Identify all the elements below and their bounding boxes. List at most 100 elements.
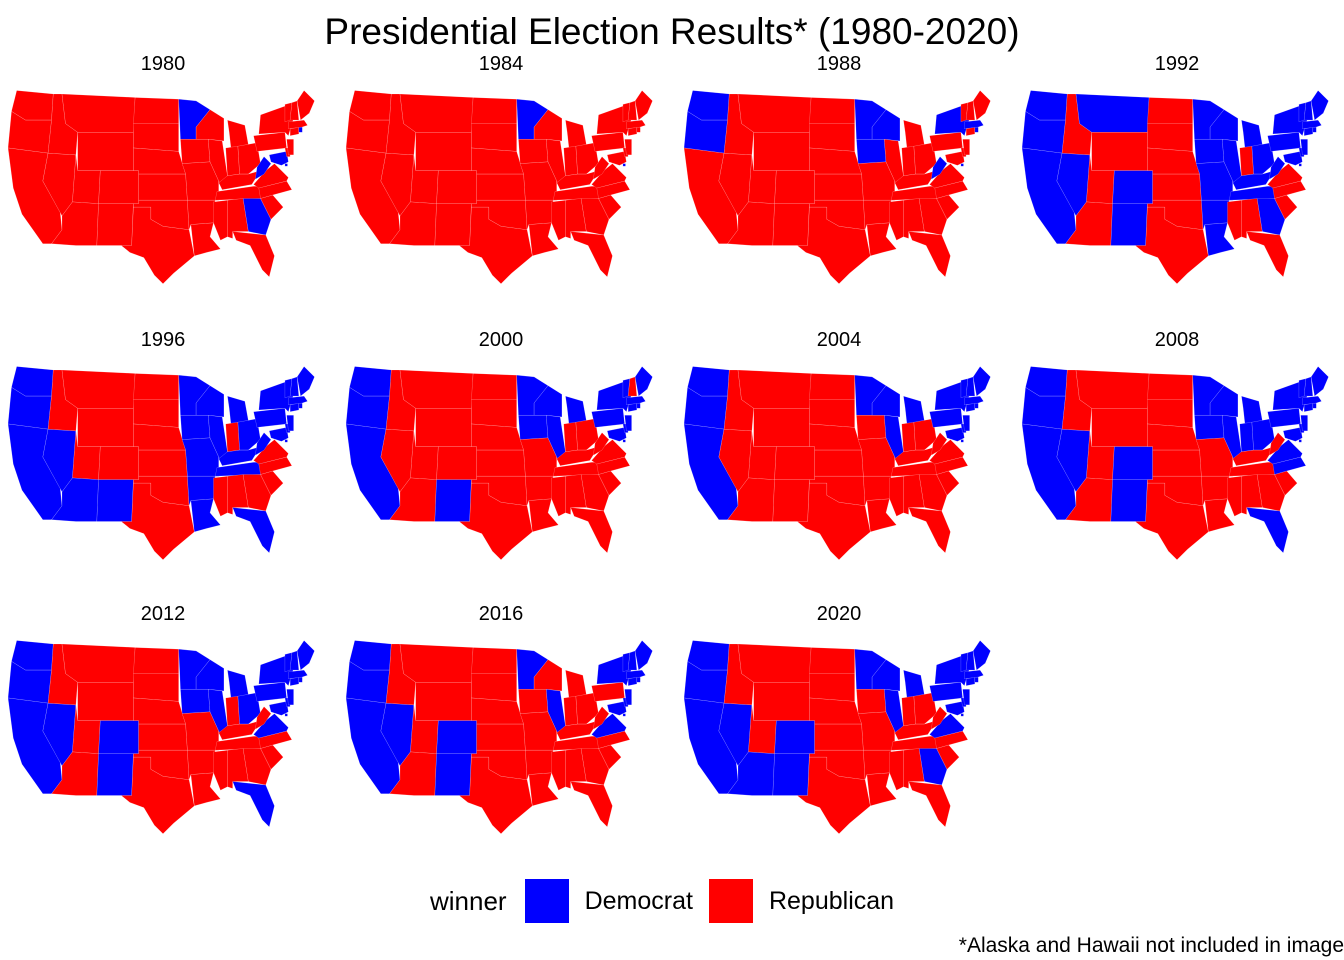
state-me <box>296 640 315 671</box>
state-fl <box>908 507 951 554</box>
state-mi <box>565 395 587 425</box>
state-sd <box>1147 123 1193 152</box>
state-ga <box>242 748 272 786</box>
state-ia <box>180 689 211 714</box>
state-dc <box>622 713 626 717</box>
state-ms <box>551 200 566 241</box>
state-wy <box>415 682 472 721</box>
state-fl <box>232 231 275 278</box>
state-me <box>634 90 653 121</box>
state-oh <box>913 418 937 451</box>
map-panel-2008: 2008 <box>1022 328 1332 598</box>
state-me <box>296 366 315 397</box>
state-nj <box>286 415 294 432</box>
state-ri <box>298 126 303 133</box>
state-me <box>634 640 653 671</box>
state-wv <box>255 706 272 730</box>
state-wy <box>1091 132 1148 171</box>
state-ma <box>288 395 308 405</box>
state-nh <box>1303 376 1314 397</box>
state-md <box>269 151 289 166</box>
map-year-label: 1988 <box>816 53 862 75</box>
state-ri <box>636 402 641 409</box>
state-oh <box>237 418 261 451</box>
state-ms <box>213 476 228 517</box>
state-ri <box>1312 402 1317 409</box>
state-ga <box>580 198 610 236</box>
state-wi <box>195 109 225 142</box>
state-ms <box>551 476 566 517</box>
state-ga <box>918 748 948 786</box>
state-co <box>98 720 139 754</box>
us-map-2000 <box>346 366 653 561</box>
state-mt <box>1075 93 1150 133</box>
state-ri <box>974 676 979 683</box>
state-co <box>436 170 477 204</box>
state-ma <box>964 395 984 405</box>
map-year-label: 1996 <box>140 329 186 351</box>
state-nm <box>96 479 134 522</box>
state-ne <box>809 147 862 175</box>
state-nd <box>809 373 855 400</box>
state-tx <box>458 483 533 561</box>
state-sd <box>471 123 517 152</box>
state-ms <box>213 200 228 241</box>
state-ri <box>636 676 641 683</box>
state-ia <box>180 139 211 164</box>
state-wy <box>77 682 134 721</box>
state-ky <box>218 720 261 740</box>
state-mi <box>903 669 925 699</box>
state-nm <box>1110 203 1148 246</box>
state-nj <box>1300 415 1308 432</box>
state-co <box>1112 170 1153 204</box>
state-ga <box>1256 198 1286 236</box>
us-map-1984 <box>346 90 653 285</box>
state-md <box>607 427 627 442</box>
state-in <box>901 422 916 452</box>
state-nd <box>809 647 855 674</box>
state-ga <box>918 474 948 512</box>
state-wv <box>931 706 948 730</box>
state-ma <box>1302 395 1322 405</box>
state-ks <box>476 449 526 477</box>
state-pa <box>591 132 625 152</box>
map-year-label: 1992 <box>1154 53 1200 75</box>
state-wy <box>415 132 472 171</box>
state-mt <box>61 643 136 683</box>
state-fl <box>570 781 613 828</box>
legend-swatch-democrat <box>524 879 569 923</box>
state-md <box>1283 151 1303 166</box>
state-ky <box>1232 446 1275 466</box>
state-nd <box>1147 373 1193 400</box>
state-nj <box>1300 139 1308 156</box>
map-panel-2016: 2016 <box>346 602 656 872</box>
state-ky <box>894 170 937 190</box>
state-ms <box>889 476 904 517</box>
state-md <box>1283 427 1303 442</box>
state-fl <box>908 231 951 278</box>
state-co <box>98 170 139 204</box>
state-in <box>563 422 578 452</box>
state-ms <box>889 200 904 241</box>
map-panel-2004: 2004 <box>684 328 994 598</box>
state-ia <box>518 139 549 164</box>
state-ga <box>580 474 610 512</box>
state-ky <box>1232 170 1275 190</box>
state-ne <box>809 697 862 725</box>
state-nj <box>962 415 970 432</box>
state-nh <box>289 100 300 121</box>
us-map-1988 <box>684 90 991 285</box>
state-ne <box>133 423 186 451</box>
state-ne <box>1147 147 1200 175</box>
state-pa <box>1267 132 1301 152</box>
state-md <box>269 701 289 716</box>
state-wv <box>255 156 272 180</box>
state-nd <box>133 97 179 124</box>
state-oh <box>575 142 599 175</box>
state-fl <box>570 507 613 554</box>
state-pa <box>591 682 625 702</box>
state-sd <box>471 399 517 428</box>
state-sd <box>133 123 179 152</box>
state-fl <box>908 781 951 828</box>
state-nd <box>471 97 517 124</box>
